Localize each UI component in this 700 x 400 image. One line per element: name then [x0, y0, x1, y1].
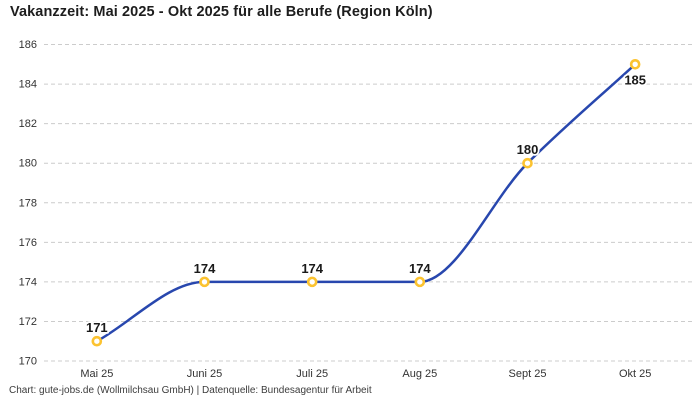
- x-axis-tick-label: Juni 25: [187, 368, 222, 380]
- data-point-marker[interactable]: [522, 157, 533, 169]
- data-point-label: 180: [517, 142, 539, 157]
- x-axis-tick-label: Okt 25: [619, 368, 651, 380]
- data-point-label: 174: [301, 261, 323, 276]
- chart-title: Vakanzzeit: Mai 2025 - Okt 2025 für alle…: [10, 4, 433, 20]
- y-axis-tick-label: 186: [19, 39, 37, 51]
- x-axis-tick-label: Juli 25: [296, 368, 328, 380]
- y-axis-tick-label: 178: [19, 197, 37, 209]
- y-axis-tick-label: 184: [19, 79, 37, 91]
- data-point-label: 174: [194, 261, 216, 276]
- y-axis-tick-label: 174: [19, 276, 37, 288]
- y-axis-tick-label: 176: [19, 237, 37, 249]
- x-axis-tick-label: Mai 25: [80, 368, 113, 380]
- chart-source-footer: Chart: gute-jobs.de (Wollmilchsau GmbH) …: [9, 385, 372, 396]
- x-axis-tick-label: Sept 25: [509, 368, 547, 380]
- data-line: [95, 63, 637, 343]
- data-point-marker[interactable]: [414, 276, 426, 288]
- data-point-marker[interactable]: [199, 276, 210, 288]
- data-point-marker[interactable]: [629, 58, 641, 70]
- data-point-marker[interactable]: [306, 276, 318, 288]
- x-axis-tick-label: Aug 25: [402, 368, 437, 380]
- y-axis-tick-label: 172: [19, 316, 37, 328]
- y-axis-tick-label: 170: [19, 356, 37, 368]
- data-point-marker[interactable]: [91, 335, 103, 347]
- y-axis-tick-label: 180: [19, 158, 37, 170]
- y-axis-tick-label: 182: [19, 118, 37, 130]
- data-point-label: 174: [409, 261, 431, 276]
- data-point-label: 171: [86, 320, 108, 335]
- data-point-label: 185: [624, 72, 646, 87]
